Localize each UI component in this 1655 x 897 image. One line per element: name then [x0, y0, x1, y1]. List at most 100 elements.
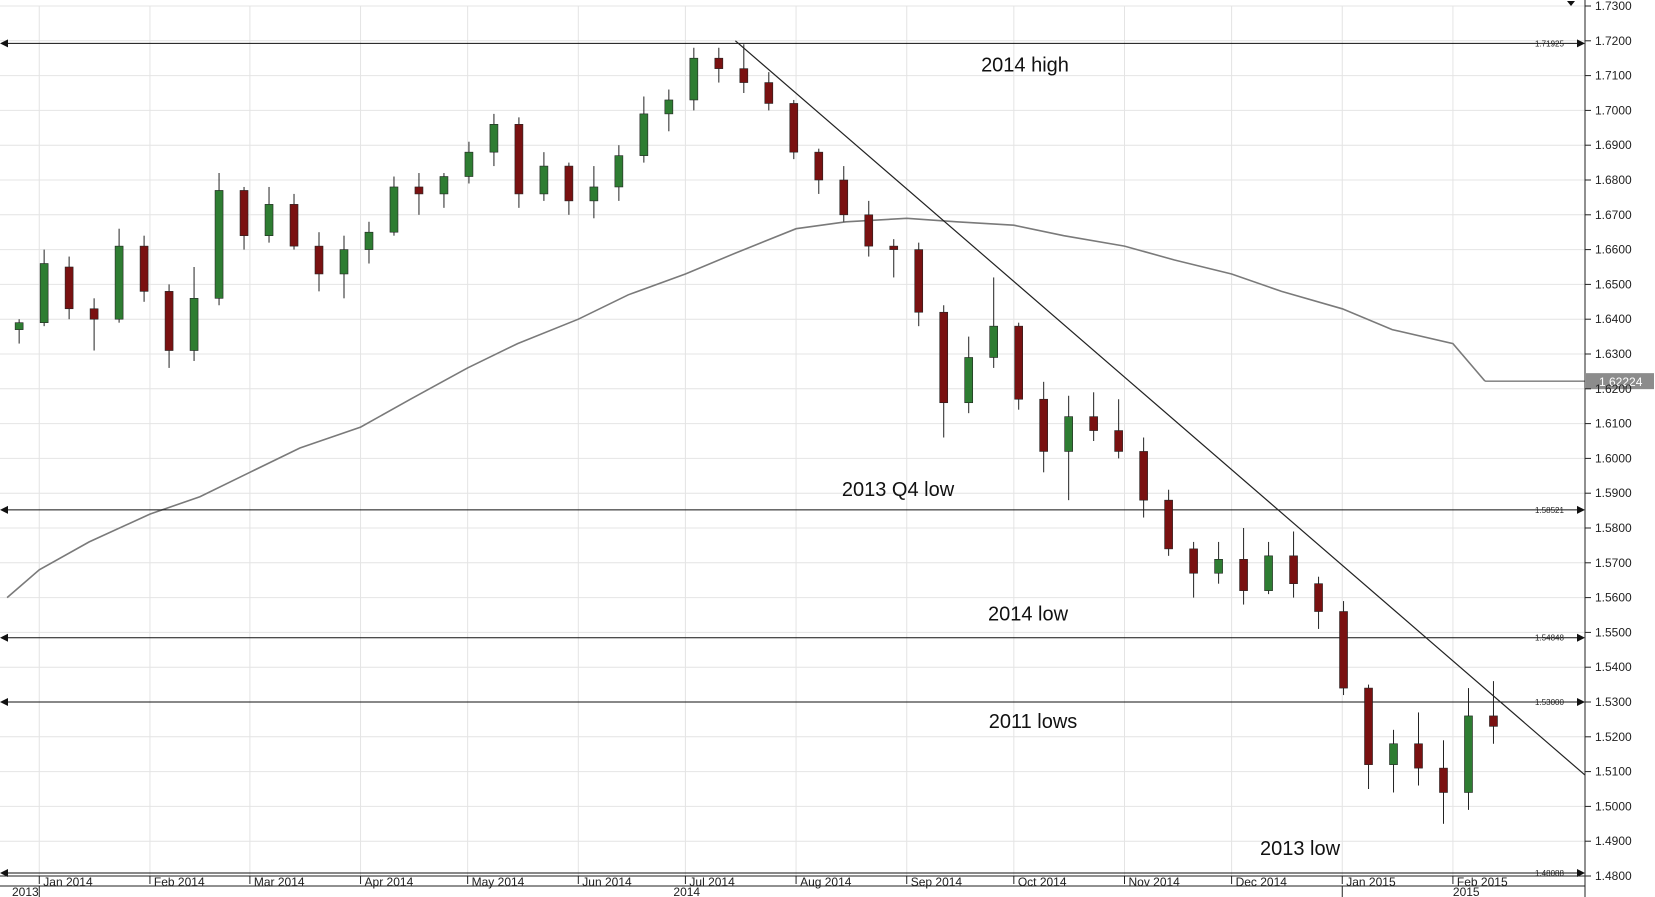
candle-body: [1214, 559, 1223, 574]
y-tick-label: 1.5400: [1595, 660, 1632, 674]
y-tick-label: 1.7000: [1595, 103, 1632, 117]
candle-body: [489, 124, 499, 153]
x-year-label: 2014: [673, 885, 700, 897]
candle-body: [139, 245, 149, 292]
candle-body: [639, 113, 649, 156]
level-annotation: 2013 low: [1260, 838, 1341, 860]
candle-body: [1439, 767, 1448, 793]
candle-body: [164, 291, 174, 351]
y-tick-label: 1.4900: [1595, 834, 1632, 848]
x-month-label: Aug 2014: [800, 875, 852, 889]
candle-body: [114, 245, 124, 320]
moving-average-line: [6, 217, 1486, 599]
y-tick-label: 1.7300: [1595, 0, 1632, 13]
level-arrow-left: [0, 633, 8, 642]
moving-average-value-box: [1586, 373, 1654, 390]
y-tick-label: 1.6100: [1595, 417, 1632, 431]
y-tick-label: 1.5700: [1595, 556, 1632, 570]
candle-body: [839, 179, 849, 216]
y-tick-label: 1.5300: [1595, 695, 1632, 709]
y-tick-label: 1.6500: [1595, 277, 1632, 291]
candle-body: [1089, 416, 1098, 431]
x-month-label: Nov 2014: [1128, 875, 1180, 889]
candle-body: [1389, 743, 1398, 765]
grid: [0, 5, 1585, 877]
x-year-label: 2013: [12, 885, 39, 897]
x-month-label: Oct 2014: [1018, 875, 1067, 889]
horizontal-levels: 1.71925 1.58521 1.54848 1.53000 1.48088: [0, 39, 1585, 878]
x-month-label: Dec 2014: [1236, 875, 1288, 889]
candle-body: [914, 249, 924, 313]
level-arrow-left: [0, 698, 8, 706]
candle-body: [314, 245, 324, 275]
candle-body: [389, 186, 399, 233]
candle-body: [89, 308, 99, 320]
candle-body: [989, 325, 999, 358]
level-annotation: 2011 lows: [989, 711, 1078, 733]
x-month-label: Jan 2014: [43, 875, 93, 889]
candle-body: [964, 357, 974, 404]
y-tick-label: 1.5000: [1595, 799, 1632, 813]
candle-body: [589, 186, 599, 202]
candle-body: [14, 322, 24, 330]
candle-body: [339, 249, 349, 275]
x-month-label: Jan 2015: [1346, 875, 1396, 889]
x-month-label: Jun 2014: [582, 875, 632, 889]
annotations: 2014 high 2013 Q4 low 2014 low 2011 lows 201…: [842, 54, 1341, 860]
y-tick-label: 1.5100: [1595, 765, 1632, 779]
candlesticks: [14, 44, 1498, 824]
y-tick-label: 1.5200: [1595, 730, 1632, 744]
candle-body: [614, 155, 624, 188]
level-arrow-right: [1577, 39, 1585, 48]
y-tick-label: 1.6300: [1595, 347, 1632, 361]
level-value-label: 1.58521: [1535, 506, 1564, 515]
level-arrow-right: [1577, 698, 1585, 706]
x-month-label: Apr 2014: [365, 875, 414, 889]
level-value-label: 1.71925: [1535, 39, 1564, 48]
resistance-trendline: [734, 40, 1586, 776]
level-arrow-right: [1577, 633, 1585, 642]
level-arrow-right: [1577, 505, 1585, 514]
level-annotation: 2014 low: [988, 604, 1069, 626]
x-year-label: 2015: [1453, 885, 1480, 897]
candle-body: [1414, 743, 1423, 769]
y-tick-label: 1.6700: [1595, 208, 1632, 222]
candle-body: [439, 176, 449, 195]
y-tick-label: 1.6400: [1595, 312, 1632, 326]
candle-body: [1164, 499, 1173, 550]
candle-body: [764, 82, 774, 104]
candle-body: [464, 151, 474, 177]
candle-body: [689, 57, 699, 101]
candle-body: [1464, 715, 1473, 793]
candle-body: [939, 311, 949, 404]
y-tick-label: 1.5500: [1595, 625, 1632, 639]
y-tick-label: 1.7200: [1595, 34, 1632, 48]
candle-body: [889, 245, 899, 250]
level-value-label: 1.48088: [1535, 869, 1564, 878]
y-tick-label: 1.4800: [1595, 869, 1632, 883]
candle-body: [1314, 583, 1323, 612]
candle-body: [1064, 416, 1073, 452]
x-month-label: May 2014: [472, 875, 525, 889]
y-tick-label: 1.5600: [1595, 591, 1632, 605]
candle-body: [814, 151, 824, 181]
level-arrow-left: [0, 868, 8, 877]
candle-body: [414, 186, 424, 195]
y-tick-label: 1.6000: [1595, 451, 1632, 465]
x-month-label: Mar 2014: [254, 875, 305, 889]
candle-body: [739, 68, 749, 83]
y-tick-label: 1.7100: [1595, 69, 1632, 83]
level-arrow-right: [1577, 868, 1585, 877]
scroll-marker: [1567, 1, 1575, 6]
y-tick-label: 1.6800: [1595, 173, 1632, 187]
candle-body: [189, 298, 199, 351]
candle-body: [664, 99, 674, 115]
candle-body: [264, 204, 274, 236]
x-month-label: Sep 2014: [911, 875, 963, 889]
moving-average-value-label: 1.62224: [1599, 375, 1643, 389]
y-tick-label: 1.5800: [1595, 521, 1632, 535]
y-tick-label: 1.5900: [1595, 486, 1632, 500]
